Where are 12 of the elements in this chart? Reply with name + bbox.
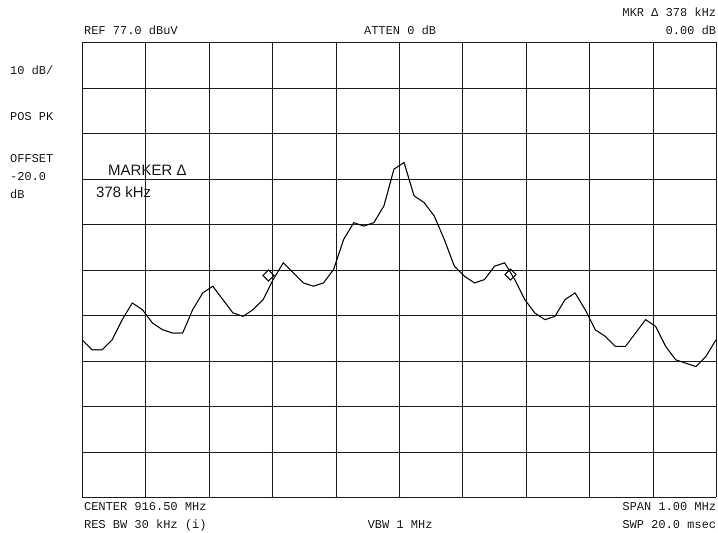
text: 0.00 dB [666, 23, 716, 40]
text: VBW 1 MHz [368, 517, 432, 533]
text: SWP 20.0 msec [622, 517, 716, 533]
text: MKR Δ 378 kHz [622, 5, 716, 22]
text: RES BW 30 kHz (i) [84, 517, 206, 533]
text: POS PK [10, 109, 54, 126]
text: SPAN 1.00 MHz [622, 499, 716, 516]
text: OFFSET -20.0 dB [10, 151, 54, 204]
text: 10 dB/ [10, 63, 54, 80]
text: ATTEN 0 dB [364, 23, 436, 40]
text: REF 77.0 dBuV [84, 23, 178, 40]
text: CENTER 916.50 MHz [84, 499, 206, 516]
